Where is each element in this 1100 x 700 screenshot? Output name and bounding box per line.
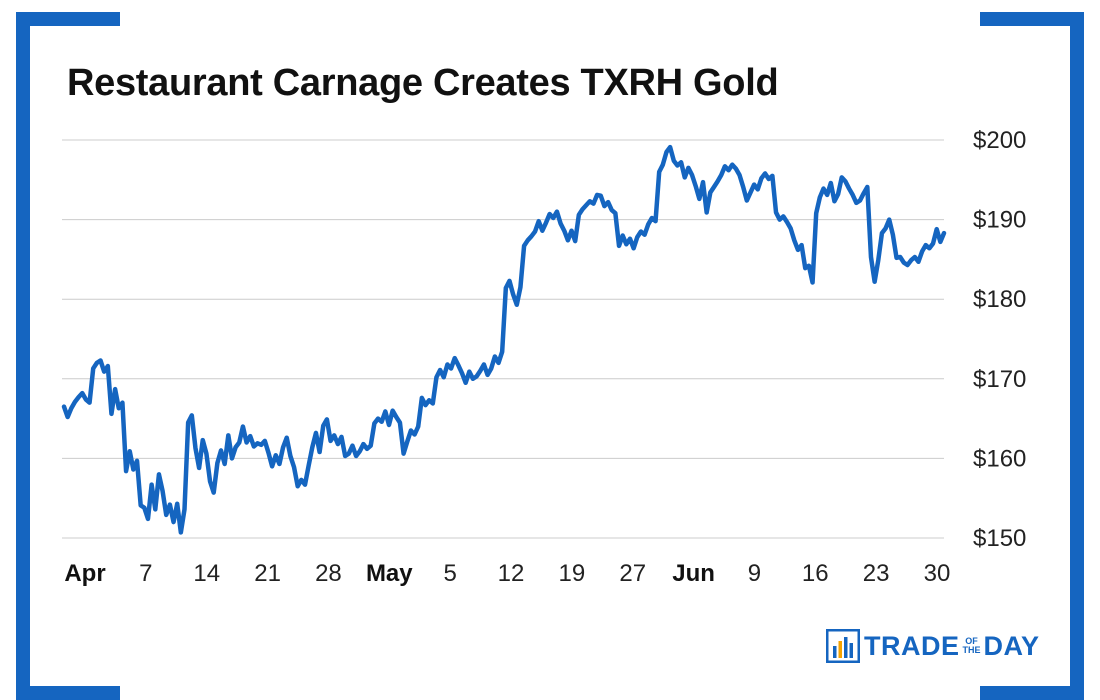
x-tick-label: 30 — [924, 560, 951, 587]
logo-text-day: DAY — [983, 630, 1040, 661]
bar-chart-logo-icon — [826, 629, 860, 663]
logo-text-the: THE — [962, 645, 981, 655]
y-tick-label: $170 — [973, 366, 1026, 393]
logo-text-of: OF — [965, 636, 978, 646]
frame-bracket-right — [980, 12, 1084, 700]
frame-bracket-left — [16, 12, 120, 700]
x-tick-label: 9 — [748, 560, 761, 587]
x-tick-label: 7 — [139, 560, 152, 587]
x-tick-label: 19 — [559, 560, 586, 587]
x-axis-ticks: Apr 7 14 21 28 May 5 12 19 27 Jun 9 16 23 30 — [64, 560, 950, 587]
y-tick-label: $160 — [973, 445, 1026, 472]
chart-title: Restaurant Carnage Creates TXRH Gold — [67, 62, 779, 104]
x-tick-label: Apr — [64, 560, 105, 587]
x-tick-label: 12 — [498, 560, 525, 587]
x-tick-label: 21 — [254, 560, 281, 587]
x-tick-label: 27 — [619, 560, 646, 587]
x-tick-label: Jun — [672, 560, 715, 587]
y-tick-label: $190 — [973, 207, 1026, 234]
x-tick-label: 16 — [802, 560, 829, 587]
x-tick-label: 14 — [193, 560, 220, 587]
y-tick-label: $200 — [973, 127, 1026, 154]
x-tick-label: May — [366, 560, 413, 587]
x-tick-label: 28 — [315, 560, 342, 587]
y-axis-ticks: $150 $160 $170 $180 $190 $200 — [973, 127, 1026, 552]
series-group — [61, 144, 947, 535]
series-line-txrh — [61, 144, 947, 535]
x-tick-label: 5 — [443, 560, 456, 587]
x-tick-label: 23 — [863, 560, 890, 587]
logo-text-trade: TRADE — [864, 630, 960, 661]
y-tick-label: $180 — [973, 286, 1026, 313]
logo-text-of-the: OF THE — [963, 637, 981, 655]
y-tick-label: $150 — [973, 525, 1026, 552]
trade-of-the-day-logo: TRADE OF THE DAY — [826, 626, 1040, 666]
